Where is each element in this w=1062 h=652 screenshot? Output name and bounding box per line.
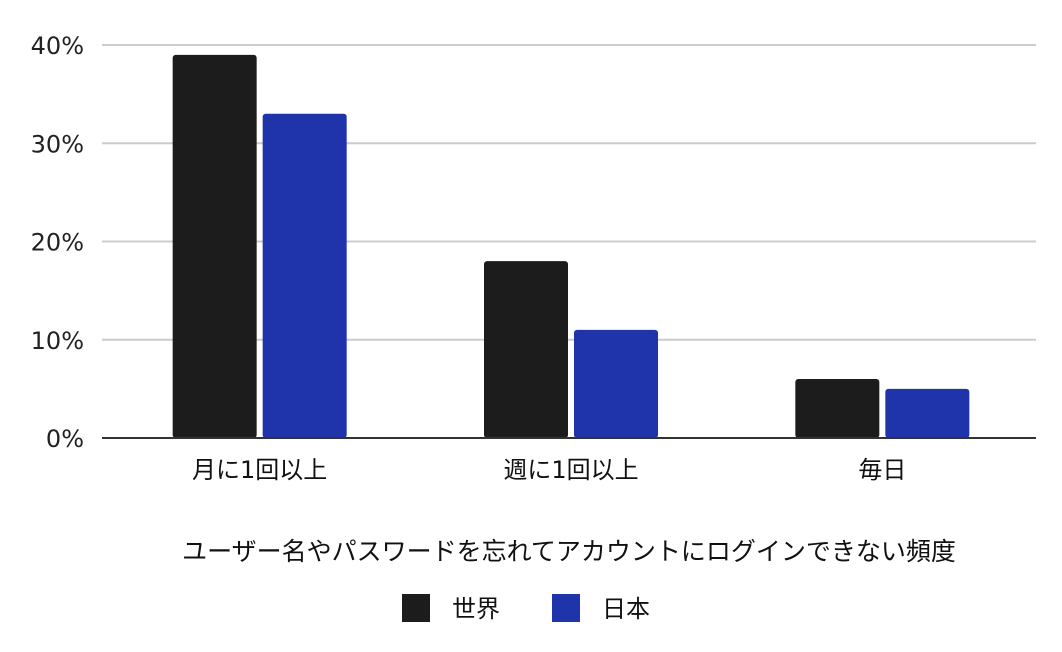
bar-世界-毎日 (795, 379, 880, 438)
y-tick-label: 0% (46, 425, 84, 453)
y-tick-label: 20% (31, 229, 84, 257)
y-axis-ticks: 0% 10% 20% 30% 40% (31, 32, 84, 453)
legend-label: 世界 (452, 595, 500, 623)
y-tick-label: 10% (31, 327, 84, 355)
bar-日本-毎日 (885, 388, 970, 438)
bars (172, 54, 970, 439)
bar-日本-週に1回以上 (574, 329, 658, 438)
x-axis-label: ユーザー名やパスワードを忘れてアカウントにログインできない頻度 (182, 537, 956, 566)
y-tick-label: 30% (31, 130, 84, 158)
bar-日本-月に1回以上 (262, 113, 347, 439)
bar-世界-週に1回以上 (484, 261, 568, 438)
x-category-label: 毎日 (858, 456, 906, 484)
legend-label: 日本 (602, 595, 650, 623)
y-tick-label: 40% (31, 32, 84, 60)
bar-世界-月に1回以上 (172, 54, 257, 438)
legend: 世界 日本 (402, 594, 650, 623)
x-axis-categories: 月に1回以上 週に1回以上 毎日 (192, 456, 906, 484)
legend-swatch (552, 594, 580, 622)
legend-swatch (402, 594, 430, 622)
x-category-label: 週に1回以上 (503, 456, 638, 484)
x-category-label: 月に1回以上 (192, 456, 327, 484)
gridlines (102, 44, 1036, 341)
